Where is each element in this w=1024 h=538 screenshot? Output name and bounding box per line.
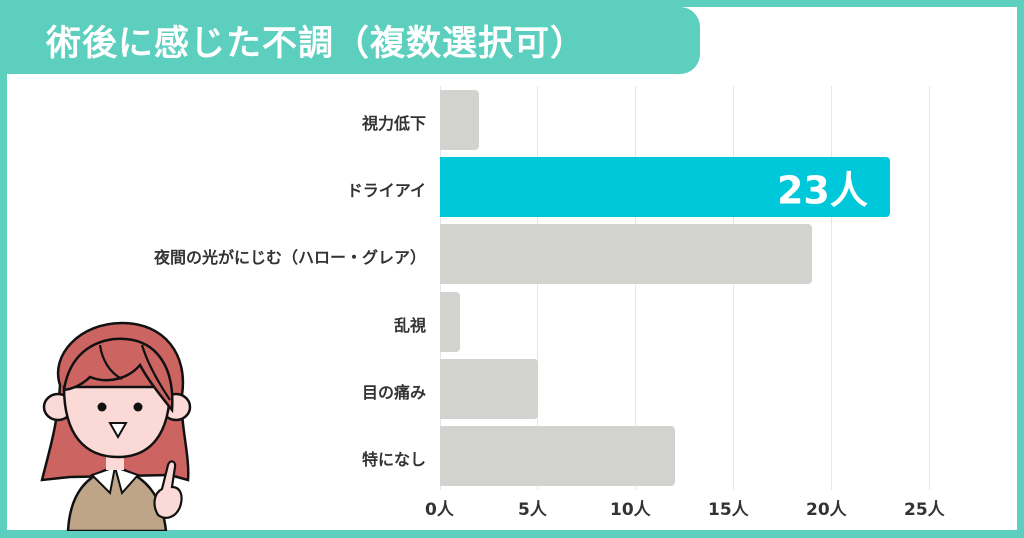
gridline	[440, 86, 441, 490]
x-tick-label: 5人	[518, 500, 547, 520]
gridline	[831, 86, 832, 490]
bar-value-label: 23人	[776, 168, 868, 213]
chart-title: 術後に感じた不調（複数選択可）	[46, 24, 587, 64]
category-label: 目の痛み	[361, 383, 426, 402]
x-tick-label: 20人	[806, 500, 847, 520]
plot-area: 23人	[440, 86, 960, 490]
category-label: ドライアイ	[346, 181, 426, 200]
bar-eye-pain	[440, 359, 538, 419]
bar-astigmatism	[440, 292, 460, 352]
category-label: 視力低下	[361, 114, 426, 133]
title-banner: 術後に感じた不調（複数選択可）	[0, 7, 700, 74]
gridline	[537, 86, 538, 490]
category-label: 特になし	[361, 450, 426, 469]
bar-dry-eye: 23人	[440, 157, 890, 217]
x-tick-label: 0人	[425, 500, 454, 520]
category-label: 夜間の光がにじむ（ハロー・グレア）	[153, 248, 426, 267]
gridline	[635, 86, 636, 490]
x-tick-label: 10人	[610, 500, 651, 520]
x-tick-label: 15人	[708, 500, 749, 520]
gridline	[733, 86, 734, 490]
x-tick-label: 25人	[904, 500, 945, 520]
woman-pointing-icon	[40, 321, 192, 531]
bar-halo-glare	[440, 224, 812, 284]
category-label: 乱視	[393, 316, 426, 335]
gridline	[929, 86, 930, 490]
bar-vision-loss	[440, 90, 480, 150]
bar-none	[440, 426, 675, 486]
